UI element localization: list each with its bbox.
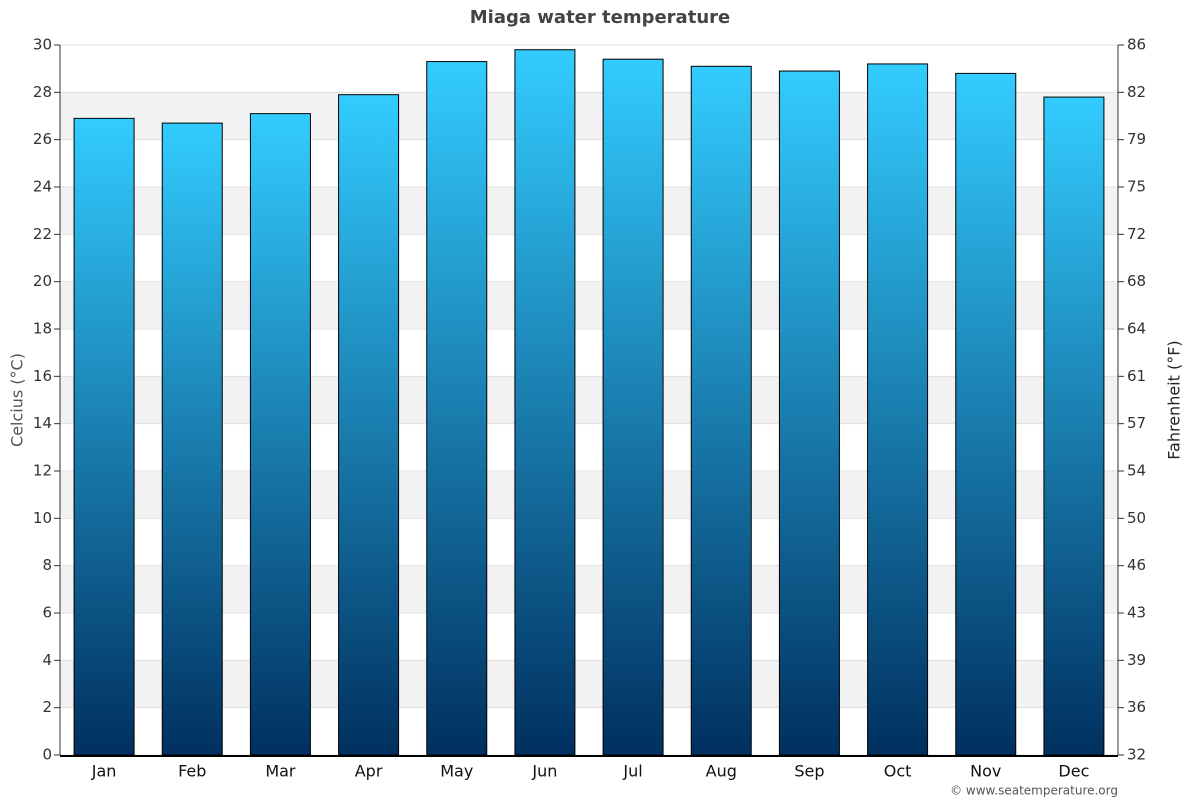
bar [426, 61, 488, 756]
y-tick-label: 18 [33, 320, 52, 338]
x-tick-label: Oct [884, 762, 912, 781]
y2-tick-label: 79 [1127, 130, 1146, 148]
y-tick-label: 28 [33, 83, 52, 101]
y2-tick-label: 43 [1127, 604, 1146, 622]
y-tick-label: 12 [33, 462, 52, 480]
grid-band [60, 187, 1118, 235]
x-tick-label: Jan [91, 762, 117, 781]
x-tick-label: Feb [178, 762, 206, 781]
y2-tick-label: 82 [1127, 83, 1146, 101]
bar [778, 70, 840, 756]
grid-band [60, 376, 1118, 424]
bar [690, 65, 752, 756]
grid-band [60, 660, 1118, 708]
bar [338, 94, 400, 756]
y2-tick-label: 64 [1127, 320, 1146, 338]
y2-tick-label: 72 [1127, 225, 1146, 243]
bar [867, 63, 929, 756]
y-tick-label: 20 [33, 272, 52, 290]
bar [249, 113, 311, 756]
y2-tick-label: 75 [1127, 178, 1146, 196]
bar [602, 58, 664, 756]
x-tick-label: Jul [622, 762, 642, 781]
y2-tick-label: 32 [1127, 746, 1146, 764]
y2-tick-label: 46 [1127, 556, 1146, 574]
y-axis-title: Celcius (°C) [8, 353, 27, 447]
y2-tick-label: 57 [1127, 414, 1146, 432]
y-tick-label: 2 [42, 698, 52, 716]
y-tick-label: 4 [42, 651, 52, 669]
grid-band [60, 565, 1118, 613]
bar [161, 122, 223, 756]
y2-tick-label: 36 [1127, 698, 1146, 716]
x-tick-label: May [440, 762, 473, 781]
y2-tick-label: 54 [1127, 462, 1146, 480]
y-tick-label: 26 [33, 130, 52, 148]
y2-tick-label: 68 [1127, 272, 1146, 290]
grid-band [60, 281, 1118, 329]
y2-tick-label: 86 [1127, 36, 1146, 54]
chart-title: Miaga water temperature [470, 7, 730, 28]
bar [514, 49, 576, 756]
y-tick-label: 10 [33, 509, 52, 527]
y-tick-label: 16 [33, 367, 52, 385]
y-tick-label: 22 [33, 225, 52, 243]
y2-axis-title: Fahrenheit (°F) [1165, 340, 1184, 459]
x-tick-label: Jun [531, 762, 557, 781]
x-tick-label: Mar [265, 762, 296, 781]
y-tick-label: 0 [42, 746, 52, 764]
y-tick-label: 6 [42, 604, 52, 622]
x-tick-label: Dec [1058, 762, 1089, 781]
y2-tick-label: 39 [1127, 651, 1146, 669]
y-tick-label: 30 [33, 36, 52, 54]
y-tick-label: 14 [33, 414, 52, 432]
x-tick-label: Sep [794, 762, 824, 781]
grid-band [60, 471, 1118, 519]
bar [1043, 96, 1105, 756]
bar [955, 72, 1017, 756]
credit: © www.seatemperature.org [950, 784, 1118, 798]
y-tick-label: 8 [42, 556, 52, 574]
y2-tick-label: 50 [1127, 509, 1146, 527]
x-tick-label: Aug [706, 762, 737, 781]
bar [73, 117, 135, 756]
x-tick-label: Nov [970, 762, 1001, 781]
x-tick-label: Apr [355, 762, 383, 781]
grid-band [60, 92, 1118, 140]
y2-tick-label: 61 [1127, 367, 1146, 385]
y-tick-label: 24 [33, 178, 52, 196]
